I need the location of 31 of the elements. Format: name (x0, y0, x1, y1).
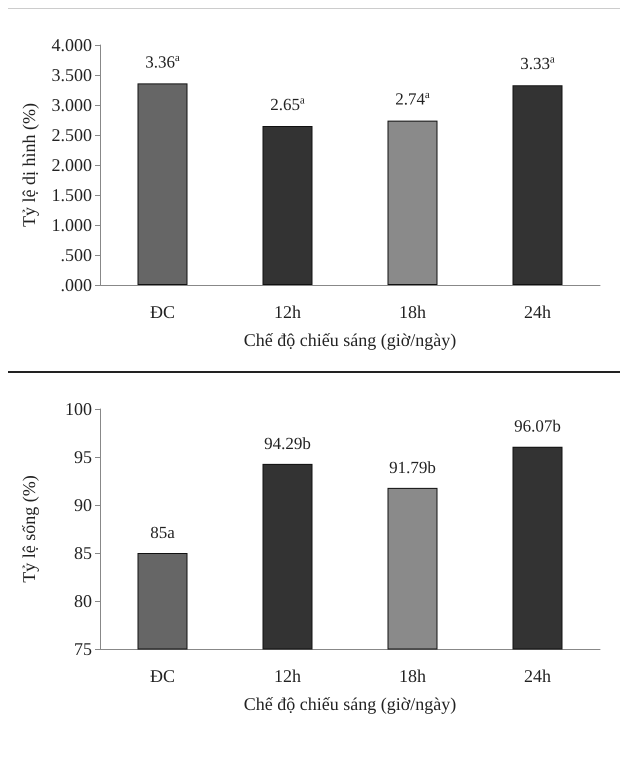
y-tick-label: 90 (74, 495, 92, 515)
y-tick-label: 3.000 (52, 95, 92, 115)
y-tick-label: 1.000 (52, 215, 92, 235)
y-tick-label: .500 (60, 245, 92, 265)
x-axis-title: Chế độ chiếu sáng (giờ/ngày) (244, 694, 456, 714)
y-tick-label: 80 (74, 591, 92, 611)
y-tick-label: 85 (74, 543, 92, 563)
data-label: 96.07b (514, 416, 561, 436)
x-tick-label: 24h (524, 302, 551, 322)
x-tick-label: 12h (274, 666, 301, 686)
x-tick-label: 24h (524, 666, 551, 686)
data-label: 91.79b (389, 458, 436, 477)
x-tick-label: 18h (399, 302, 426, 322)
y-axis-title: Tỷ lệ dị hình (%) (19, 103, 39, 227)
data-label: 94.29b (264, 434, 311, 453)
y-tick-label: 75 (74, 639, 92, 659)
data-label: 85a (150, 523, 176, 542)
y-tick-label: 3.500 (52, 65, 92, 85)
y-tick-label: 2.000 (52, 155, 92, 175)
y-axis-title: Tỷ lệ sống (%) (19, 475, 39, 583)
y-tick-label: 95 (74, 447, 92, 467)
x-axis-title: Chế độ chiếu sáng (giờ/ngày) (244, 330, 456, 350)
y-tick-label: 2.500 (52, 125, 92, 145)
x-tick-label: ĐC (150, 666, 176, 686)
x-tick-label: ĐC (150, 302, 176, 322)
y-tick-label: 100 (65, 399, 92, 419)
y-tick-label: 4.000 (52, 35, 92, 55)
x-tick-label: 12h (274, 302, 301, 322)
y-tick-label: 1.500 (52, 185, 92, 205)
y-tick-label: .000 (60, 275, 92, 295)
x-tick-label: 18h (399, 666, 426, 686)
